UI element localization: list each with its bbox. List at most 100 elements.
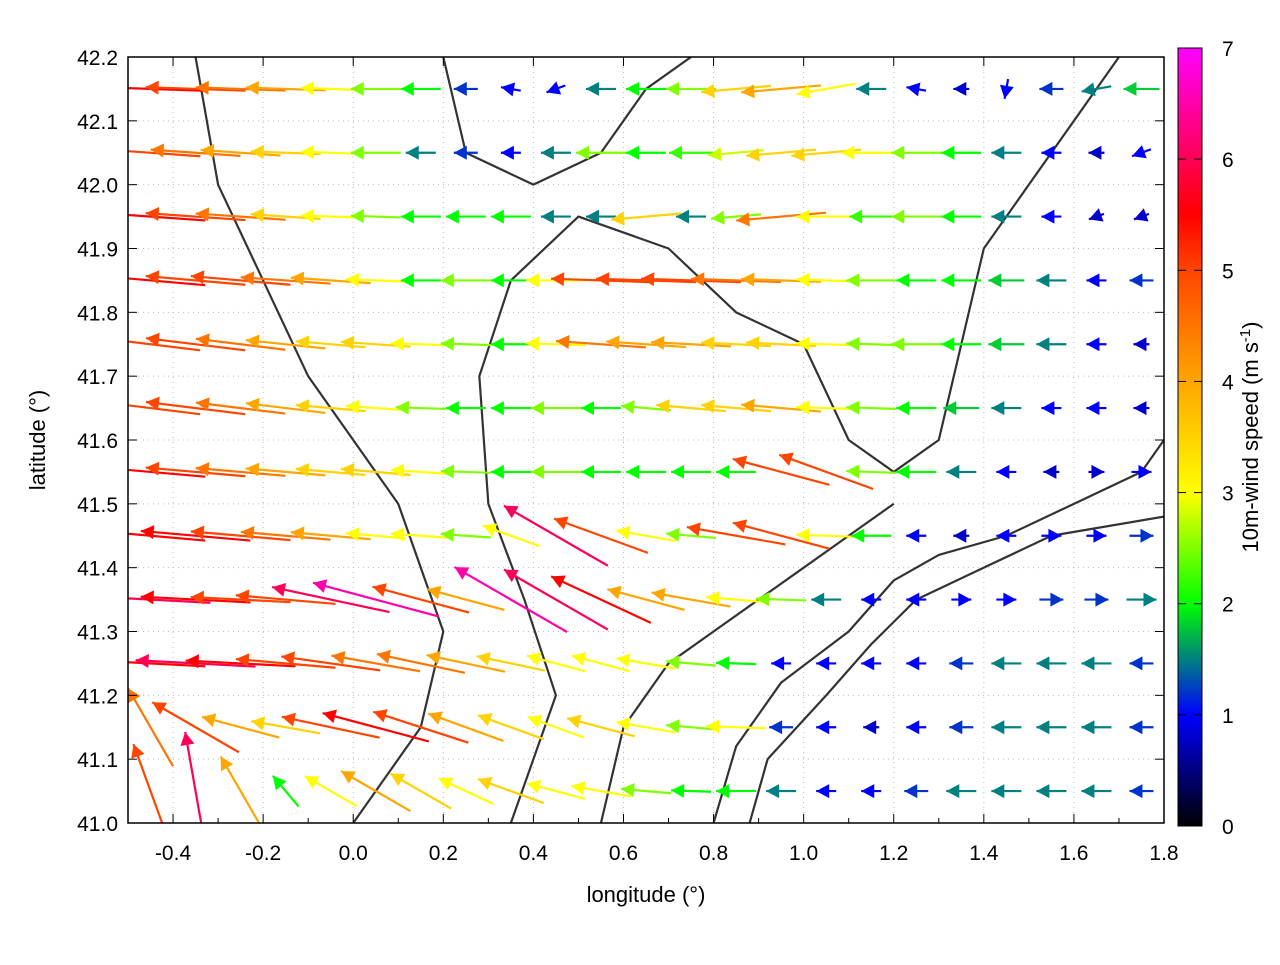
wind-vector-head xyxy=(716,656,730,671)
wind-vector xyxy=(1036,337,1067,352)
wind-vector-head xyxy=(525,336,540,351)
wind-vector-head xyxy=(1039,81,1053,96)
wind-vector-head xyxy=(553,516,569,530)
wind-vector-head xyxy=(861,592,875,607)
wind-vector xyxy=(145,332,246,352)
wind-vector xyxy=(345,272,406,287)
wind-vector xyxy=(988,273,1025,288)
wind-vector xyxy=(438,777,494,805)
wind-vector xyxy=(571,781,631,798)
wind-vector xyxy=(281,712,380,739)
wind-vector xyxy=(1126,592,1157,607)
wind-vector-head xyxy=(906,592,920,607)
wind-vector xyxy=(716,656,757,671)
wind-vector-head xyxy=(530,464,544,479)
wind-vector-head xyxy=(503,569,519,583)
wind-vector xyxy=(620,783,672,798)
wind-vector xyxy=(941,337,982,352)
wind-vector xyxy=(701,336,772,351)
wind-vector-head xyxy=(195,333,210,348)
wind-vector-head xyxy=(796,336,810,351)
wind-vector-head xyxy=(96,525,110,539)
wind-vector xyxy=(816,720,837,735)
wind-vector xyxy=(1081,784,1112,799)
wind-vector xyxy=(145,270,246,286)
wind-vector-head xyxy=(350,209,364,224)
wind-vector-head xyxy=(891,209,905,224)
wind-vector-head xyxy=(438,777,454,791)
wind-vector xyxy=(240,271,331,286)
wind-vector xyxy=(240,525,331,541)
wind-vector-head xyxy=(426,650,441,665)
wind-vector-head xyxy=(490,273,504,288)
wind-vector xyxy=(676,209,707,224)
contour-line xyxy=(194,57,445,823)
wind-vector-head xyxy=(1041,401,1055,416)
wind-vector-head xyxy=(245,462,260,477)
wind-vector-head xyxy=(1086,401,1100,416)
wind-vector-head xyxy=(1081,784,1095,799)
wind-vector-head xyxy=(796,528,810,543)
wind-vector-head xyxy=(440,464,455,479)
contour-line xyxy=(748,515,1164,823)
wind-vector-head xyxy=(991,784,1005,799)
wind-vector-head xyxy=(1036,337,1050,352)
wind-vector-head xyxy=(440,336,455,351)
y-tick-label: 41.5 xyxy=(77,494,118,517)
wind-vector xyxy=(732,455,830,486)
wind-vector-head xyxy=(550,272,565,287)
wind-vector-head xyxy=(300,208,314,223)
wind-vector xyxy=(350,145,401,160)
wind-vector-head xyxy=(145,461,160,476)
wind-vector-head xyxy=(101,397,115,411)
wind-vector-head xyxy=(345,527,360,542)
wind-vector-head xyxy=(849,209,863,224)
wind-vector-head xyxy=(1041,145,1055,160)
wind-vector-head xyxy=(195,462,210,477)
contour-line xyxy=(478,57,1120,823)
wind-vector xyxy=(1133,208,1150,222)
wind-vector xyxy=(540,209,571,224)
y-tick-label: 41.0 xyxy=(77,813,118,836)
wind-vector xyxy=(190,590,291,605)
wind-vector-head xyxy=(906,82,921,97)
wind-vector-head xyxy=(991,720,1005,735)
wind-vector-head xyxy=(991,401,1005,416)
wind-vector xyxy=(988,337,1025,352)
wind-vector xyxy=(1086,528,1107,543)
wind-vector-head xyxy=(651,335,665,350)
wind-vector-head xyxy=(741,84,755,99)
wind-vector-head xyxy=(300,81,314,96)
wind-vector xyxy=(530,464,581,479)
wind-vector xyxy=(571,652,631,673)
wind-vector xyxy=(1133,401,1150,416)
wind-vector xyxy=(616,525,676,543)
contour-line xyxy=(712,439,1164,823)
wind-vector xyxy=(372,583,470,614)
wind-vector-head xyxy=(904,784,918,799)
wind-vector xyxy=(427,711,504,742)
wind-vector xyxy=(796,82,856,99)
wind-vector-head xyxy=(607,585,622,600)
wind-vector-head xyxy=(1088,208,1104,222)
wind-vector xyxy=(949,656,974,671)
wind-vector-head xyxy=(220,756,234,772)
wind-vector xyxy=(553,516,649,554)
wind-vector-head xyxy=(621,783,635,798)
wind-vector-head xyxy=(281,712,296,727)
wind-vector-head xyxy=(988,337,1002,352)
wind-vector-head xyxy=(96,80,109,94)
wind-vector xyxy=(1129,528,1154,543)
wind-vector-head xyxy=(771,656,785,671)
wind-vector xyxy=(943,401,980,416)
wind-vector xyxy=(390,336,451,351)
wind-vector-head xyxy=(796,209,810,224)
wind-vector xyxy=(771,656,792,671)
wind-vector xyxy=(671,464,712,479)
wind-vector-head xyxy=(626,464,639,479)
wind-vector-head xyxy=(896,401,910,416)
x-tick-label: -0.4 xyxy=(155,842,192,865)
wind-vector-head xyxy=(941,273,955,288)
wind-vector xyxy=(151,701,240,754)
